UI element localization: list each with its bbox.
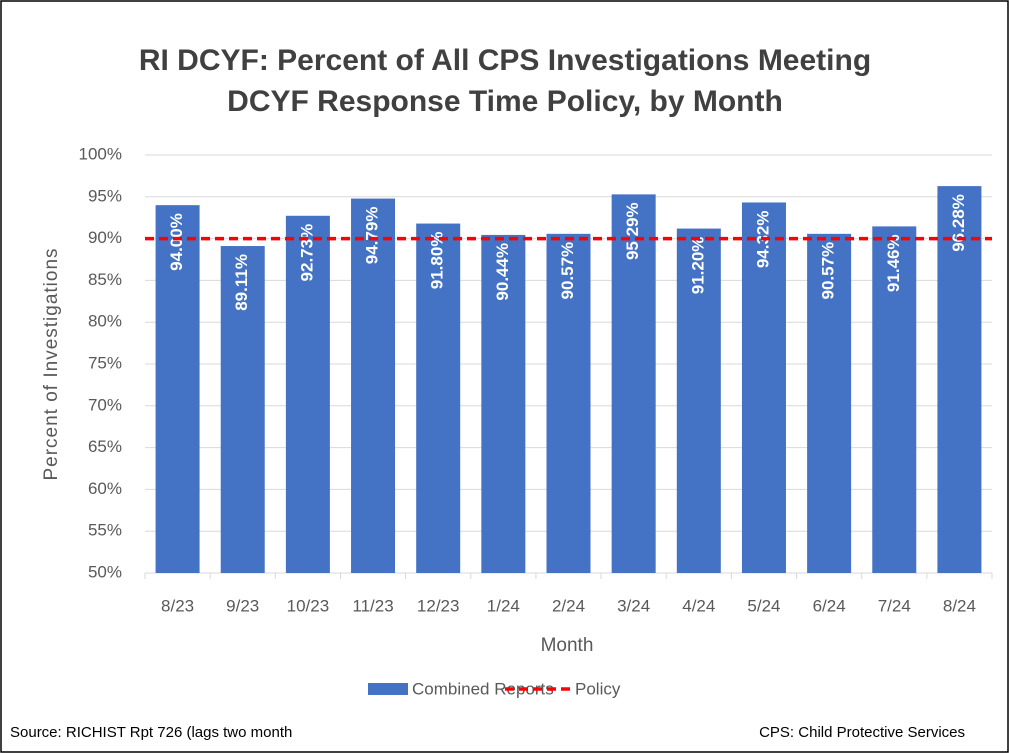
data-label: 91.20% bbox=[688, 237, 707, 295]
bar bbox=[155, 205, 200, 573]
y-tick-label: 50% bbox=[88, 562, 122, 581]
bar bbox=[741, 202, 786, 573]
y-axis-title: Percent of Investigations bbox=[41, 247, 62, 480]
x-tick-label: 6/24 bbox=[813, 596, 846, 615]
data-label: 91.80% bbox=[428, 232, 447, 290]
data-label: 90.44% bbox=[493, 243, 512, 301]
y-tick-label: 55% bbox=[88, 521, 122, 540]
bar bbox=[676, 228, 721, 573]
y-tick-label: 95% bbox=[88, 186, 122, 205]
y-tick-label: 75% bbox=[88, 353, 122, 372]
bar bbox=[937, 186, 982, 574]
legend-label: Policy bbox=[575, 679, 621, 698]
y-tick-label: 80% bbox=[88, 312, 122, 331]
x-tick-label: 4/24 bbox=[682, 596, 715, 615]
bar bbox=[872, 226, 917, 573]
legend-swatch bbox=[368, 683, 408, 695]
data-label: 96.28% bbox=[949, 194, 968, 252]
y-tick-label: 70% bbox=[88, 395, 122, 414]
bar bbox=[351, 198, 396, 573]
y-tick-label: 60% bbox=[88, 479, 122, 498]
x-tick-label: 10/23 bbox=[287, 596, 330, 615]
bar bbox=[481, 234, 526, 573]
data-label: 94.79% bbox=[363, 207, 382, 265]
bar bbox=[611, 194, 656, 573]
legend-label: Combined Reports bbox=[412, 679, 554, 698]
x-tick-label: 2/24 bbox=[552, 596, 585, 615]
data-label: 89.11% bbox=[232, 254, 251, 311]
bar bbox=[807, 233, 852, 574]
bar bbox=[546, 233, 591, 574]
x-tick-label: 9/23 bbox=[226, 596, 259, 615]
y-tick-label: 85% bbox=[88, 270, 122, 289]
x-tick-label: 1/24 bbox=[487, 596, 520, 615]
data-label: 95.29% bbox=[623, 202, 642, 260]
x-axis-title: Month bbox=[541, 635, 594, 656]
x-tick-label: 11/23 bbox=[352, 596, 393, 615]
footnote: CPS: Child Protective Services bbox=[759, 724, 965, 741]
y-tick-label: 100% bbox=[79, 144, 122, 163]
data-label: 91.46% bbox=[884, 234, 903, 292]
x-tick-label: 5/24 bbox=[747, 596, 780, 615]
chart-title: DCYF Response Time Policy, by Month bbox=[227, 85, 783, 118]
data-label: 92.73% bbox=[297, 224, 316, 282]
x-tick-label: 8/23 bbox=[161, 596, 194, 615]
y-tick-label: 65% bbox=[88, 437, 122, 456]
x-tick-label: 8/24 bbox=[943, 596, 976, 615]
data-label: 90.57% bbox=[819, 242, 838, 300]
data-label: 94.00% bbox=[167, 213, 186, 271]
y-tick-label: 90% bbox=[88, 228, 122, 247]
bar bbox=[285, 215, 330, 573]
x-tick-label: 12/23 bbox=[417, 596, 460, 615]
source-note: Source: RICHIST Rpt 726 (lags two month bbox=[10, 724, 292, 741]
bar bbox=[416, 223, 461, 573]
x-tick-label: 7/24 bbox=[878, 596, 911, 615]
x-tick-label: 3/24 bbox=[617, 596, 650, 615]
chart-title: RI DCYF: Percent of All CPS Investigatio… bbox=[139, 44, 871, 77]
data-label: 90.57% bbox=[558, 242, 577, 300]
bar bbox=[220, 246, 265, 573]
